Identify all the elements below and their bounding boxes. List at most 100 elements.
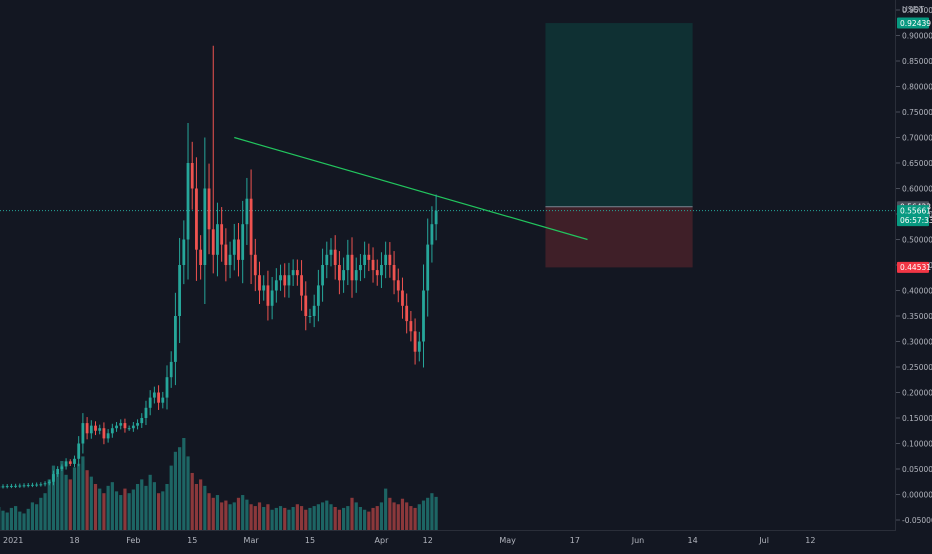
volume-bar — [207, 493, 210, 530]
volume-bar — [216, 495, 219, 530]
volume-bar — [115, 491, 118, 530]
time-tick-label: 2021 — [3, 536, 23, 545]
price-tick-label: 0.90000 — [902, 32, 932, 41]
volume-bar — [376, 506, 379, 530]
volume-bar — [22, 513, 25, 530]
volume-bar — [157, 493, 160, 530]
volume-bar — [69, 479, 72, 530]
volume-bar — [178, 447, 181, 530]
volume-bar — [153, 482, 156, 530]
volume-bar — [413, 508, 416, 530]
volume-bar — [224, 501, 227, 530]
volume-bar — [191, 473, 194, 530]
volume-bar — [128, 493, 131, 530]
volume-bar — [308, 508, 311, 530]
price-tick-label: 0.80000 — [902, 83, 932, 92]
volume-bar — [10, 508, 13, 530]
time-tick-label: 15 — [305, 536, 315, 545]
volume-bar — [64, 475, 67, 530]
price-tick-label: 0.00000 — [902, 491, 932, 500]
volume-bar — [342, 508, 345, 530]
volume-bar — [27, 509, 30, 530]
take-profit-zone[interactable] — [545, 23, 692, 207]
volume-bar — [279, 506, 282, 530]
volume-bar — [186, 456, 189, 530]
volume-bar — [199, 479, 202, 530]
volume-bar — [329, 504, 332, 530]
take-profit-badge: 0.92439 — [897, 18, 931, 29]
volume-bar — [111, 482, 114, 530]
volume-bar — [367, 512, 370, 530]
volume-bar — [338, 510, 341, 530]
volume-bar — [313, 506, 316, 530]
volume-bar — [212, 498, 215, 530]
volume-bar — [384, 489, 387, 530]
price-tick-label: 0.50000 — [902, 236, 932, 245]
volume-bar — [245, 500, 248, 530]
volume-bar — [86, 470, 89, 530]
volume-bar — [334, 507, 337, 530]
volume-bar — [430, 493, 433, 530]
volume-bar — [258, 502, 261, 530]
volume-bar — [81, 456, 84, 530]
volume-bar — [388, 498, 391, 530]
volume-bar — [48, 479, 51, 530]
volume-bar — [136, 484, 139, 530]
long-position-tool[interactable] — [545, 23, 692, 267]
volume-bar — [426, 498, 429, 530]
volume-bar — [359, 507, 362, 530]
volume-bar — [292, 507, 295, 530]
volume-bar — [195, 484, 198, 530]
volume-bar — [60, 461, 63, 530]
volume-bar — [1, 511, 4, 530]
volume-bar — [35, 504, 38, 530]
volume-bar — [233, 502, 236, 530]
volume-bar — [123, 489, 126, 530]
volume-bar — [94, 484, 97, 530]
time-tick-label: 15 — [187, 536, 197, 545]
volume-bar — [161, 491, 164, 530]
volume-bar — [405, 502, 408, 530]
price-tick-label: 0.70000 — [902, 134, 932, 143]
price-tick-label: 0.60000 — [902, 185, 932, 194]
volume-bar — [304, 510, 307, 530]
time-tick-label: May — [499, 536, 516, 545]
volume-bar — [165, 484, 168, 530]
price-tick-label: 0.40000 — [902, 287, 932, 296]
volume-bar — [56, 473, 59, 530]
time-tick-label: Jul — [758, 536, 769, 545]
volume-bar — [174, 452, 177, 530]
volume-bar — [392, 502, 395, 530]
volume-bar — [346, 506, 349, 530]
time-tick-label: Mar — [244, 536, 260, 545]
volume-bar — [254, 506, 257, 530]
volume-bar — [271, 510, 274, 530]
volume-bar — [119, 495, 122, 530]
stop-loss-zone[interactable] — [545, 207, 692, 268]
price-tick-label: 0.30000 — [902, 338, 932, 347]
volume-bar — [350, 498, 353, 530]
price-tick-label: 0.75000 — [902, 108, 932, 117]
volume-bar — [321, 502, 324, 530]
volume-bar — [283, 508, 286, 530]
time-tick-label: 18 — [69, 536, 79, 545]
volume-bar — [363, 510, 366, 530]
volume-bar — [409, 506, 412, 530]
volume-bar — [203, 486, 206, 530]
volume-bar — [77, 464, 80, 530]
price-tick-label: 0.25000 — [902, 363, 932, 372]
time-tick-label: Feb — [126, 536, 140, 545]
price-tick-label: 0.35000 — [902, 312, 932, 321]
price-tick-label: -0.05000 — [902, 516, 932, 525]
volume-bar — [262, 507, 265, 530]
volume-bar — [149, 475, 152, 530]
volume-bar — [31, 502, 34, 530]
volume-bar — [422, 501, 425, 530]
price-tick-label: 0.20000 — [902, 389, 932, 398]
volume-bar — [102, 493, 105, 530]
volume-bar — [317, 504, 320, 530]
price-tick-label: 0.95000 — [902, 6, 932, 15]
volume-bar — [6, 513, 9, 530]
time-tick-label: Jun — [631, 536, 645, 545]
